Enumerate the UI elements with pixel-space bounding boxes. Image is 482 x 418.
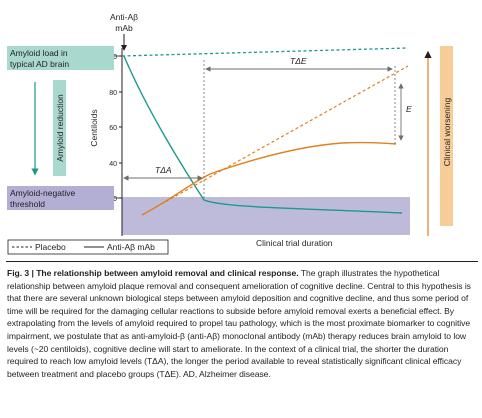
caption-rule-top	[6, 261, 478, 262]
delta-e-label: TΔE	[290, 56, 307, 66]
legend-treatment-label: Anti-Aβ mAb	[107, 242, 155, 252]
drug-label-line1: Anti-Aβ	[110, 12, 138, 22]
placebo-clinical-line	[141, 65, 409, 216]
treatment-amyloid-curve	[123, 55, 403, 214]
x-axis-title: Clinical trial duration	[256, 238, 333, 248]
y-axis-ticks: 100 80 60 40 20	[105, 54, 122, 203]
treatment-clinical-curve	[141, 141, 397, 216]
amyloid-negative-label-box	[7, 186, 114, 210]
amyloid-load-label-box	[7, 46, 114, 70]
figure-caption: Fig. 3 | The relationship between amyloi…	[7, 267, 475, 380]
amyloid-reduction-sidebar	[53, 80, 66, 176]
amyloid-load-label-line1: Amyloid load in	[10, 48, 68, 58]
legend: Placebo Anti-Aβ mAb	[7, 239, 169, 255]
clinical-worsening-label: Clinical worsening	[442, 97, 452, 166]
y-tick-40: 40	[109, 161, 117, 168]
clinical-worsening-sidebar	[440, 46, 453, 226]
legend-placebo-label: Placebo	[35, 242, 66, 252]
amyloid-reduction-label: Amyloid reduction	[55, 94, 65, 162]
effect-size-label: E	[406, 104, 412, 114]
caption-label: Fig. 3 |	[7, 268, 34, 278]
amyloid-negative-label-line1: Amyloid-negative	[10, 188, 75, 198]
amyloid-load-label-line2: typical AD brain	[10, 59, 69, 69]
amyloid-negative-band	[122, 197, 410, 235]
y-tick-80: 80	[109, 90, 117, 97]
y-tick-60: 60	[109, 125, 117, 132]
figure-svg: 100 80 60 40 20 Centiloids Clinical tria…	[7, 12, 453, 255]
amyloid-negative-label-line2: threshold	[10, 199, 45, 209]
delta-a-label: TΔA	[155, 165, 172, 175]
y-axis-title: Centiloids	[89, 109, 99, 146]
caption-body: The graph illustrates the hypothetical r…	[7, 268, 471, 379]
drug-label-line2: mAb	[115, 23, 133, 33]
caption-title: The relationship between amyloid removal…	[36, 268, 299, 278]
figure: 100 80 60 40 20 Centiloids Clinical tria…	[7, 12, 453, 255]
placebo-amyloid-line	[121, 47, 409, 57]
